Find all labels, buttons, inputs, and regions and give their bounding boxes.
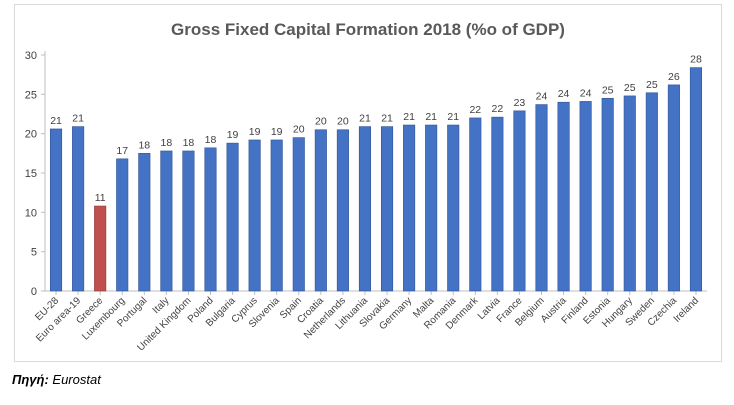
bar-czechia [667, 84, 680, 292]
bar-euro-area-19 [72, 126, 85, 292]
y-axis: 0 5 10 15 20 25 30 [25, 50, 46, 298]
source-value: Eurostat [52, 372, 101, 387]
bar-value-label: 17 [116, 145, 128, 157]
bar-finland [579, 101, 592, 292]
bar-italy [160, 150, 173, 292]
bar-estonia [601, 97, 614, 292]
bar-value-label: 18 [205, 134, 217, 146]
bar-chart: Gross Fixed Capital Formation 2018 (%o o… [25, 20, 707, 353]
bar-value-label: 11 [95, 192, 106, 204]
bar-value-label: 21 [359, 113, 371, 125]
chart-frame: Gross Fixed Capital Formation 2018 (%o o… [14, 4, 722, 362]
y-tick-label: 5 [31, 247, 37, 259]
bar-poland [204, 147, 217, 292]
bar-romania [447, 124, 460, 292]
bar-value-label: 26 [668, 71, 680, 83]
bar-value-label: 25 [624, 82, 636, 94]
bar-value-label: 19 [249, 126, 261, 138]
bar-france [513, 110, 526, 292]
source-label: Πηγή: [12, 372, 49, 387]
bar-germany [403, 124, 416, 292]
y-tick-label: 15 [25, 168, 37, 180]
y-tick-label: 30 [25, 50, 37, 62]
bar-slovenia [270, 139, 283, 292]
bar-value-label: 20 [337, 116, 349, 128]
bar-ireland [689, 67, 703, 292]
bar-value-label: 18 [183, 137, 195, 149]
bar-denmark [469, 117, 482, 292]
bar-netherlands [336, 129, 349, 292]
y-tick-label: 10 [25, 207, 37, 219]
bar-value-label: 20 [293, 124, 305, 136]
bar-eu-28 [49, 128, 63, 292]
chart-title: Gross Fixed Capital Formation 2018 (%o o… [171, 20, 565, 39]
bar-austria [557, 101, 570, 292]
bar-value-label: 24 [536, 91, 548, 103]
bar-value-label: 21 [403, 111, 415, 123]
bar-sweden [645, 92, 658, 292]
y-tick-label: 20 [25, 129, 37, 141]
bar-value-label: 22 [469, 104, 481, 116]
bar-value-label: 24 [558, 88, 570, 100]
bar-value-label: 21 [447, 111, 459, 123]
bar-value-label: 25 [646, 79, 658, 91]
bar-value-label: 18 [161, 137, 173, 149]
bar-value-label: 19 [271, 126, 283, 138]
bar-malta [425, 124, 438, 292]
bar-value-label: 24 [580, 87, 592, 99]
bar-croatia [314, 129, 327, 292]
bar-luxembourg [116, 158, 129, 292]
bar-value-label: 22 [492, 103, 504, 115]
bar-latvia [491, 116, 504, 292]
bar-united-kingdom [182, 150, 195, 292]
bar-value-label: 28 [690, 54, 702, 66]
bar-value-label: 21 [425, 111, 437, 123]
source-note: Πηγή: Eurostat [12, 372, 101, 387]
bar-lithuania [358, 126, 372, 292]
bar-value-label: 21 [72, 113, 84, 125]
bar-series: 21 21 11 17 18 18 18 18 19 19 19 20 20 20 21 21 21 21 21 22… [49, 54, 703, 292]
bar-bulgaria [226, 142, 239, 292]
bar-belgium [535, 104, 548, 292]
bar-cyprus [248, 139, 261, 292]
bar-value-label: 18 [138, 139, 150, 151]
bar-value-label: 25 [602, 84, 614, 96]
bar-value-label: 21 [50, 115, 62, 127]
bar-greece [94, 205, 107, 292]
bar-spain [292, 137, 305, 292]
bar-value-label: 20 [315, 116, 327, 128]
bar-hungary [623, 95, 636, 292]
bar-portugal [138, 153, 151, 292]
y-tick-label: 25 [25, 89, 37, 101]
bar-value-label: 23 [514, 97, 526, 109]
x-tick-label: Ireland [672, 295, 701, 324]
y-tick-label: 0 [31, 286, 37, 298]
bar-value-label: 21 [381, 113, 393, 125]
bar-value-label: 19 [227, 129, 239, 141]
bar-slovakia [380, 126, 394, 292]
